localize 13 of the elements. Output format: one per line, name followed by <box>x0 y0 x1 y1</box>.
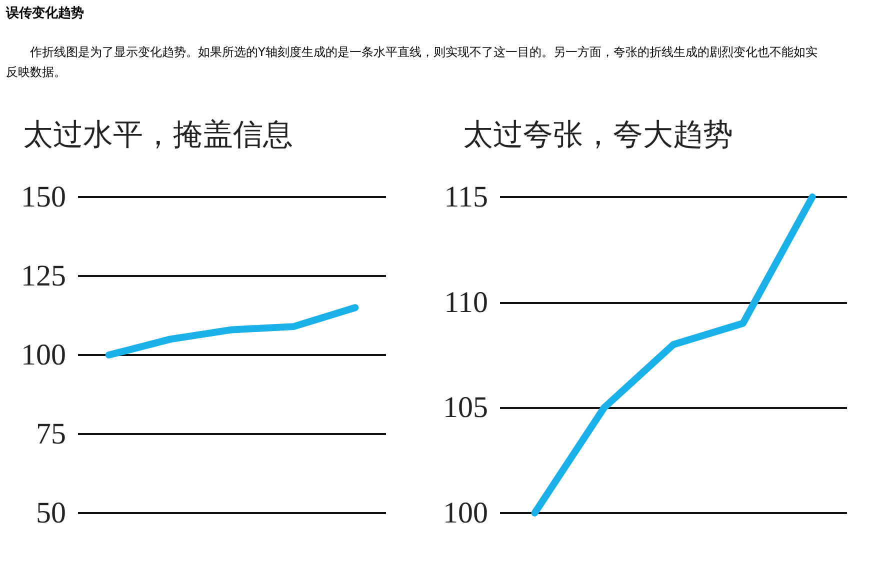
y-tick-label: 100 <box>443 496 488 530</box>
y-tick-label: 75 <box>36 418 66 450</box>
y-tick-label: 115 <box>444 180 488 214</box>
y-tick-label: 100 <box>21 338 66 372</box>
y-tick-label: 105 <box>443 391 488 424</box>
text: 误传变化趋势 <box>6 4 84 22</box>
y-tick-label: 50 <box>36 496 66 530</box>
text: 作折线图是为了显示变化趋势。如果所选的Y轴刻度生成的是一条水平直线，则实现不了这一目的。另一方面，夸张的折线生成的剧烈变化也不能如实反映数据。 <box>6 44 818 81</box>
y-tick-label: 110 <box>444 286 488 319</box>
chart-title: 太过夸张，夸大趋势 <box>463 118 733 152</box>
chart-title: 太过水平，掩盖信息 <box>23 118 293 152</box>
y-tick-label: 150 <box>21 180 66 214</box>
y-tick-label: 125 <box>21 260 66 292</box>
